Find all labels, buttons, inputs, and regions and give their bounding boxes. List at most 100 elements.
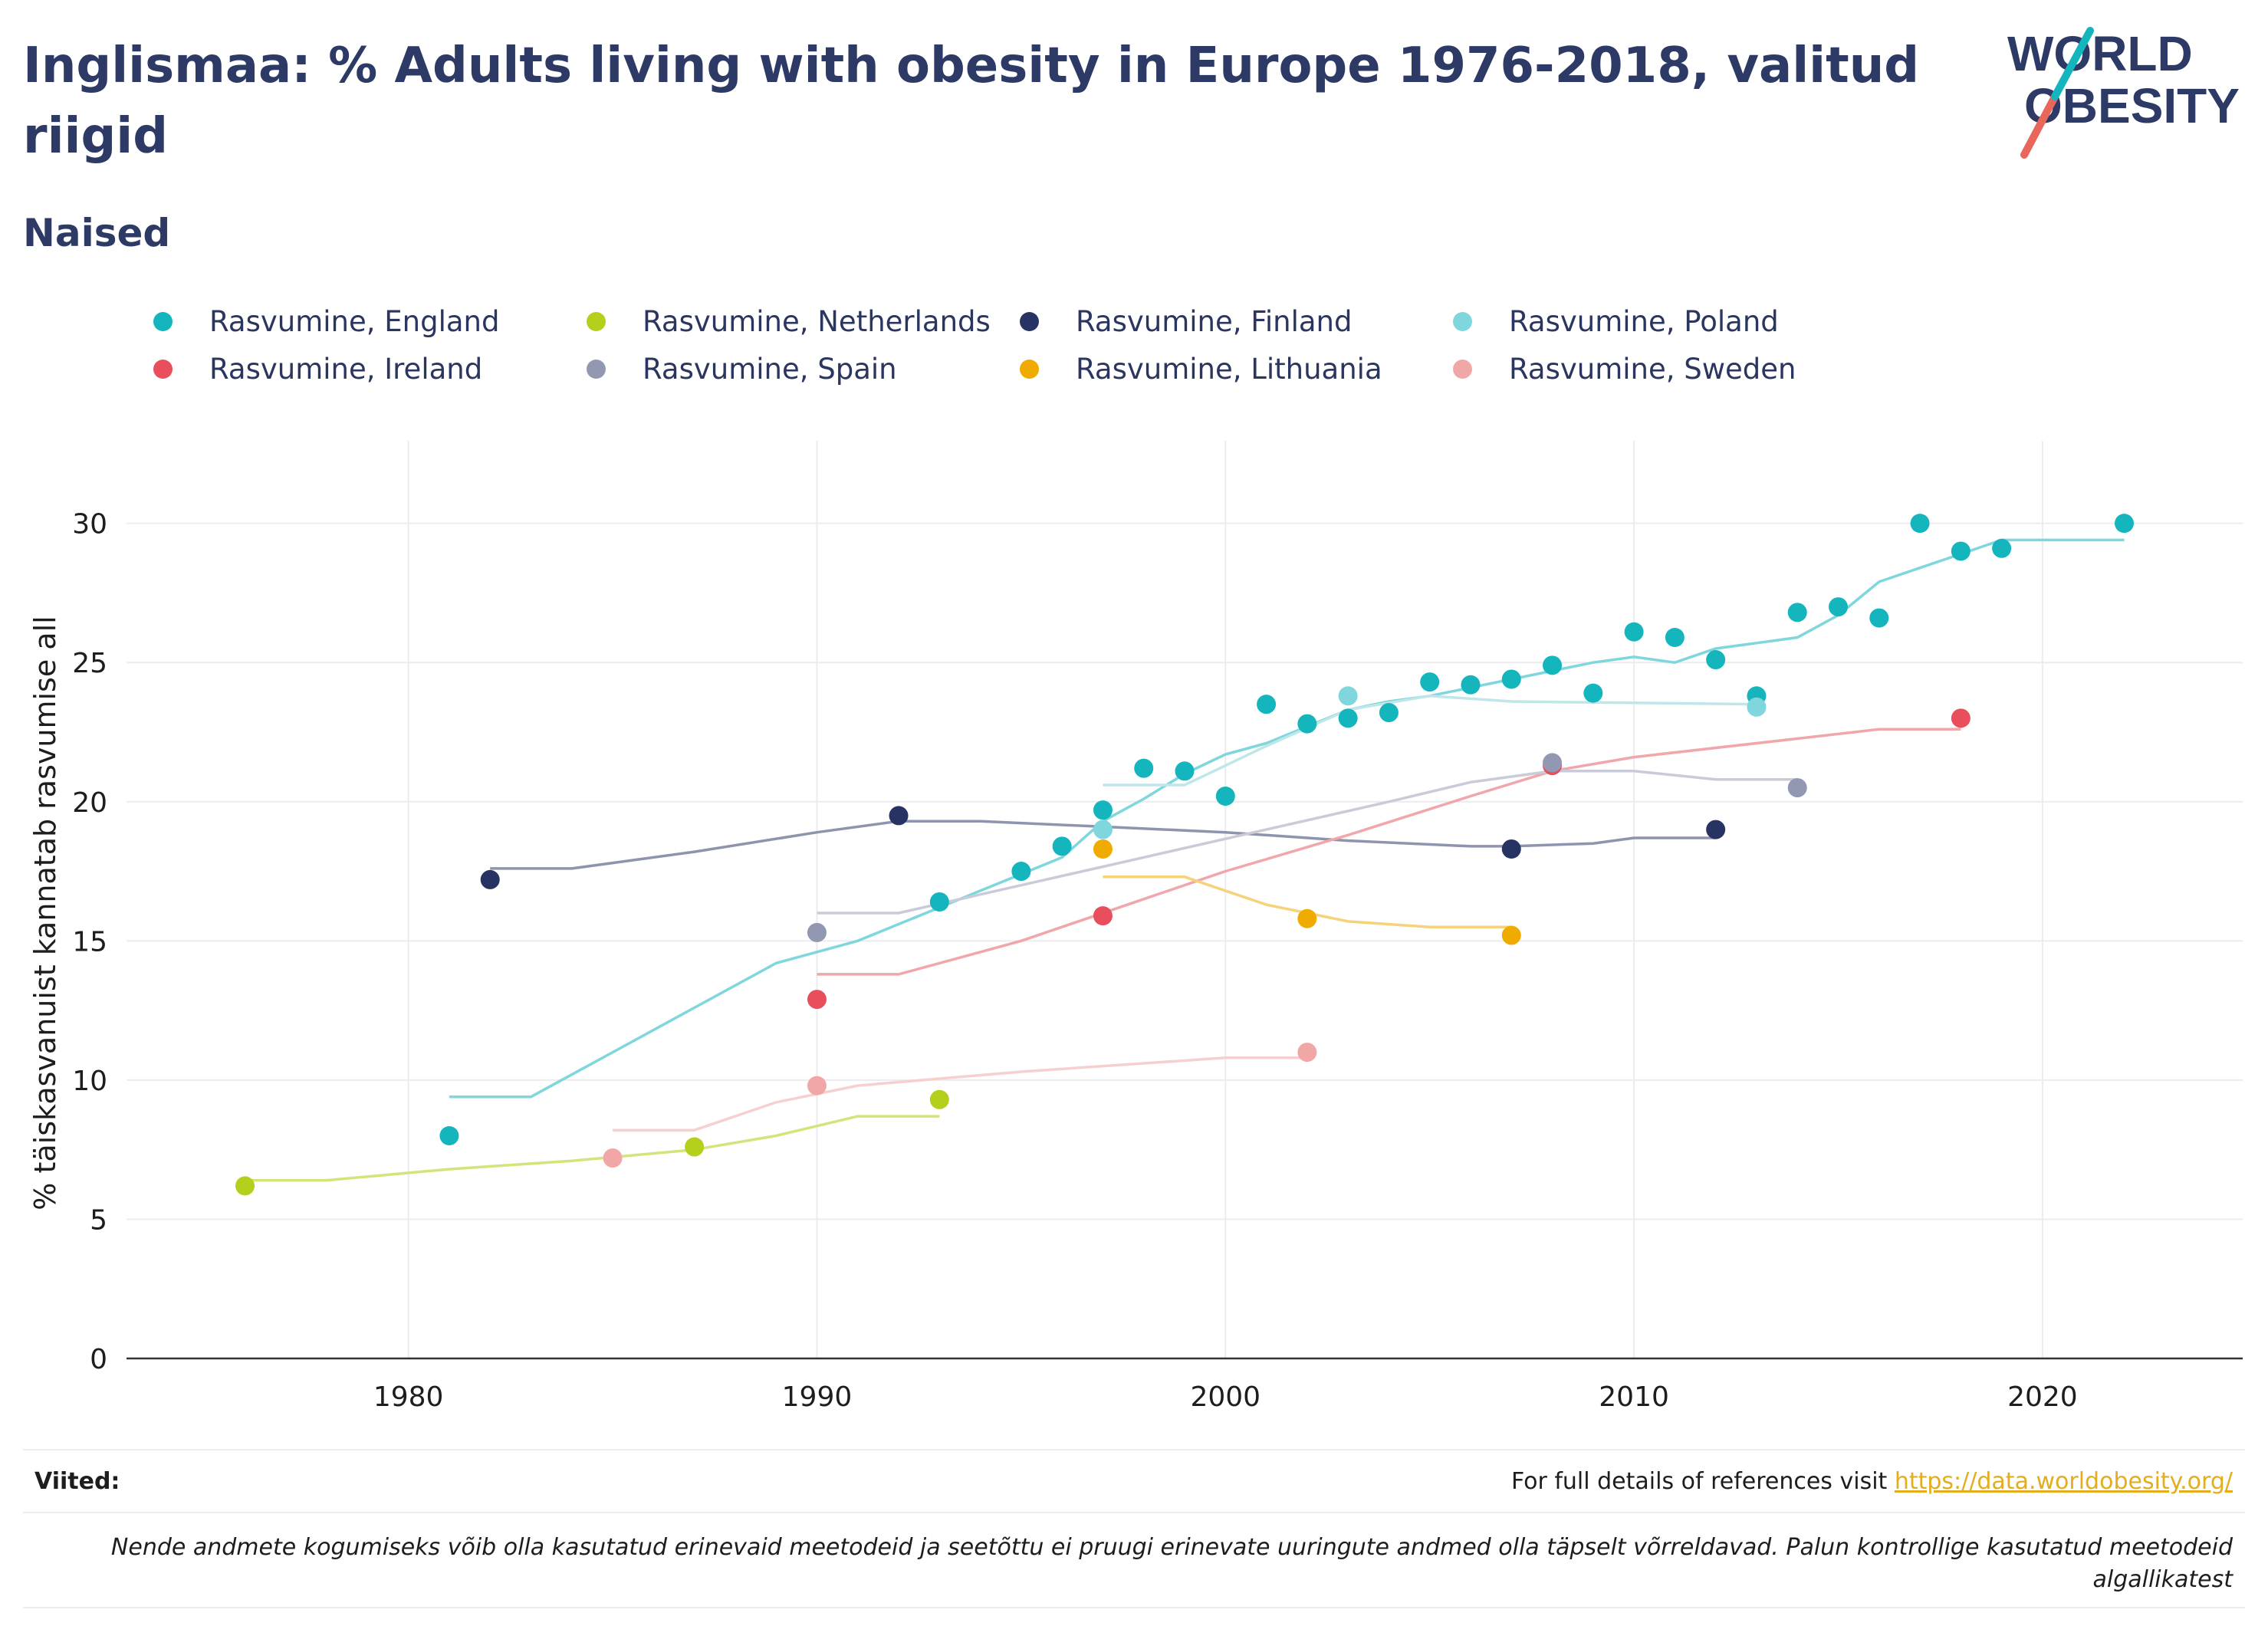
data-point: [1501, 925, 1521, 945]
data-point: [1665, 628, 1685, 648]
legend-marker: [1020, 312, 1039, 331]
data-point: [889, 806, 909, 826]
data-point: [439, 1126, 459, 1145]
data-point: [1543, 655, 1563, 675]
data-point: [685, 1137, 705, 1157]
y-tick-label: 25: [72, 648, 107, 679]
legend-item[interactable]: Rasvumine, Finland: [1020, 305, 1352, 338]
legend-marker: [587, 360, 606, 379]
data-point: [1297, 714, 1317, 734]
data-point: [1543, 753, 1563, 773]
data-point: [1338, 686, 1358, 706]
legend-item[interactable]: Rasvumine, Ireland: [153, 353, 482, 386]
legend-item[interactable]: Rasvumine, England: [153, 305, 499, 338]
y-tick-label: 30: [72, 509, 107, 540]
data-point: [1011, 862, 1031, 882]
data-point: [1910, 514, 1930, 534]
data-point: [1787, 603, 1807, 622]
data-point: [1747, 697, 1767, 717]
x-tick-label: 1980: [373, 1381, 444, 1413]
data-point: [480, 869, 500, 889]
legend-item[interactable]: Rasvumine, Sweden: [1453, 353, 1796, 386]
series-trend-line: [490, 820, 1716, 870]
legend-marker: [1020, 360, 1039, 379]
data-point: [1093, 906, 1113, 926]
x-tick-label: 2000: [1190, 1381, 1261, 1413]
data-point: [1338, 708, 1358, 728]
references-text: For full details of references visit htt…: [1511, 1468, 2233, 1495]
data-point: [1215, 786, 1235, 806]
footer-divider: [23, 1512, 2245, 1513]
legend-item[interactable]: Rasvumine, Lithuania: [1020, 353, 1382, 386]
data-point: [1787, 778, 1807, 798]
data-point: [1501, 669, 1521, 689]
y-tick-label: 0: [90, 1344, 107, 1375]
data-point: [807, 990, 827, 1010]
data-point: [1869, 608, 1889, 628]
legend-marker: [1453, 360, 1472, 379]
y-tick-label: 15: [72, 926, 107, 958]
data-point: [929, 892, 949, 912]
data-point: [1297, 1043, 1317, 1063]
y-tick-label: 10: [72, 1066, 107, 1097]
data-point: [2114, 514, 2134, 534]
chart-subtitle: Naised: [23, 211, 171, 255]
data-point: [1052, 836, 1072, 856]
data-point: [1379, 703, 1399, 723]
data-point: [1706, 650, 1726, 670]
data-point: [1706, 820, 1726, 839]
data-point: [603, 1148, 623, 1168]
legend-label: Rasvumine, Ireland: [209, 353, 483, 386]
world-obesity-logo: WORLD OBESITY: [2007, 26, 2240, 159]
x-tick-label: 2020: [2007, 1381, 2078, 1413]
footer-divider: [23, 1449, 2245, 1450]
data-point: [1093, 800, 1113, 820]
data-point: [1951, 708, 1971, 728]
y-tick-label: 20: [72, 787, 107, 819]
data-point: [1093, 820, 1113, 839]
legend-label: Rasvumine, Finland: [1076, 305, 1353, 338]
series-trend-line: [613, 1056, 1307, 1132]
legend-label: Rasvumine, England: [209, 305, 500, 338]
series-trend-line: [817, 770, 1798, 915]
data-point: [1093, 839, 1113, 859]
data-point: [1175, 761, 1195, 781]
legend-label: Rasvumine, Spain: [643, 353, 897, 386]
legend-marker: [587, 312, 606, 331]
y-axis-label: % täiskasvanuist kannatab rasvumise all: [28, 616, 62, 1210]
data-point: [1992, 538, 2012, 558]
data-point: [1461, 675, 1481, 695]
x-tick-label: 1990: [782, 1381, 853, 1413]
data-point: [1420, 672, 1440, 692]
references-link[interactable]: https://data.worldobesity.org/: [1894, 1468, 2233, 1495]
y-tick-label: 5: [90, 1204, 107, 1236]
references-prefix: For full details of references visit: [1510, 1468, 1895, 1495]
series-trend-line: [1103, 695, 1757, 787]
x-tick-label: 2010: [1599, 1381, 1669, 1413]
chart-title: Inglismaa: % Adults living with obesity …: [23, 38, 1920, 165]
svg-text:WORLD: WORLD: [2007, 26, 2193, 81]
legend-item[interactable]: Rasvumine, Poland: [1453, 305, 1779, 338]
data-point: [807, 922, 827, 942]
legend-label: Rasvumine, Sweden: [1509, 353, 1796, 386]
data-point: [929, 1089, 949, 1109]
legend-label: Rasvumine, Netherlands: [643, 305, 991, 338]
legend-label: Rasvumine, Lithuania: [1076, 353, 1382, 386]
data-point: [1624, 622, 1644, 642]
data-point: [235, 1176, 255, 1196]
series-trend-line: [817, 728, 1961, 976]
data-point: [1257, 695, 1277, 714]
footer-divider: [23, 1607, 2245, 1608]
references-label: Viited:: [35, 1468, 120, 1495]
data-point: [1297, 908, 1317, 928]
chart-area: 0 5 10 15 20 25 30 1980 1990 2000 2010 2020 % täiska…: [28, 441, 2243, 1413]
data-point: [1951, 541, 1971, 561]
data-point: [1134, 758, 1154, 778]
legend-item[interactable]: Rasvumine, Netherlands: [587, 305, 991, 338]
legend-item[interactable]: Rasvumine, Spain: [587, 353, 897, 386]
legend-label: Rasvumine, Poland: [1509, 305, 1779, 338]
data-point: [1829, 597, 1849, 617]
methodology-note: Nende andmete kogumiseks võib olla kasut…: [110, 1534, 2233, 1593]
data-point: [1583, 683, 1603, 703]
legend-marker: [153, 312, 173, 331]
